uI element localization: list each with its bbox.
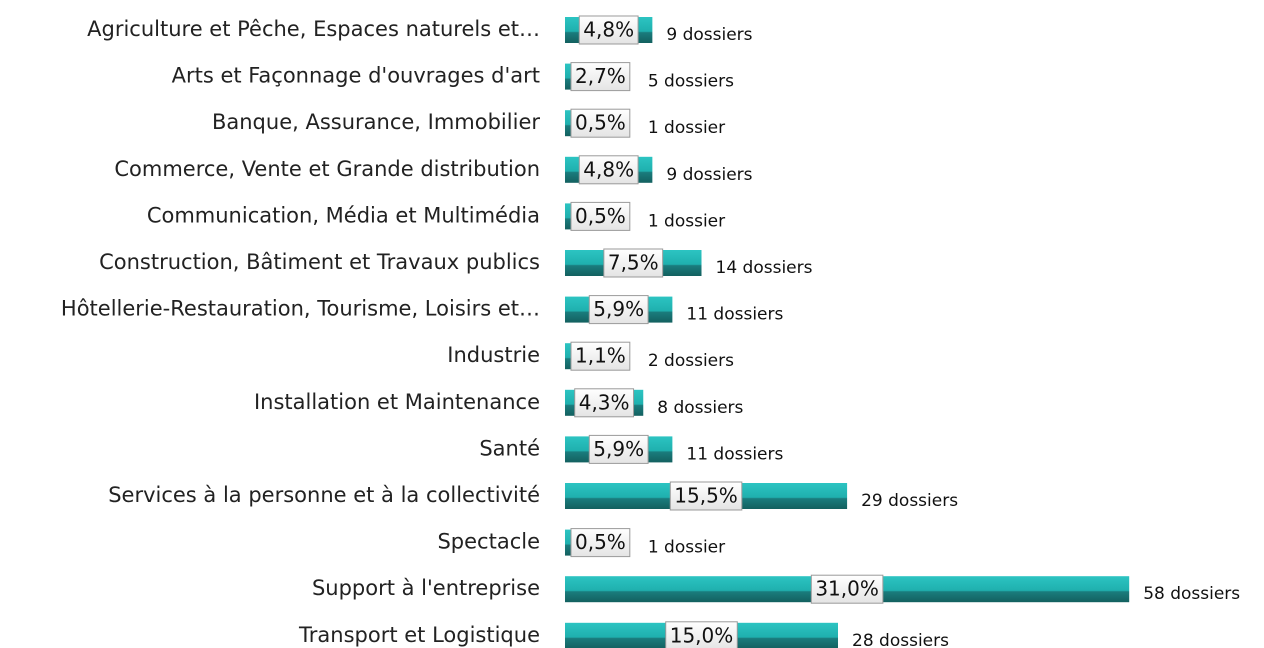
value-label: 2,7% bbox=[575, 64, 626, 88]
count-label: 29 dossiers bbox=[861, 491, 958, 511]
category-label: Commerce, Vente et Grande distribution bbox=[114, 157, 540, 181]
value-label-box bbox=[588, 434, 649, 464]
value-label: 0,5% bbox=[575, 204, 626, 228]
value-label-box bbox=[570, 341, 631, 371]
count-label: 1 dossier bbox=[648, 211, 725, 231]
value-label: 0,5% bbox=[575, 111, 626, 135]
value-label-box bbox=[669, 481, 743, 511]
value-label-box bbox=[665, 621, 738, 648]
value-label: 0,5% bbox=[575, 530, 626, 554]
category-label: Santé bbox=[479, 436, 540, 460]
bar bbox=[565, 203, 575, 230]
bar bbox=[565, 529, 575, 556]
value-label-box bbox=[574, 388, 635, 418]
value-label: 7,5% bbox=[608, 251, 659, 275]
value-label: 31,0% bbox=[815, 577, 879, 601]
count-label: 2 dossiers bbox=[648, 351, 734, 371]
value-label-box bbox=[570, 201, 631, 231]
count-label: 8 dossiers bbox=[657, 398, 743, 418]
count-label: 5 dossiers bbox=[648, 72, 734, 92]
count-label: 28 dossiers bbox=[852, 631, 949, 648]
value-label-box bbox=[570, 528, 631, 558]
value-label: 15,0% bbox=[670, 623, 734, 647]
count-label: 11 dossiers bbox=[686, 444, 783, 464]
category-label: Services à la personne et à la collectiv… bbox=[108, 483, 540, 507]
value-label-box bbox=[578, 15, 639, 45]
category-label: Installation et Maintenance bbox=[254, 390, 540, 414]
category-label: Communication, Média et Multimédia bbox=[147, 203, 540, 227]
value-label: 5,9% bbox=[593, 297, 644, 321]
category-label: Transport et Logistique bbox=[298, 623, 540, 647]
count-label: 9 dossiers bbox=[666, 165, 752, 185]
count-label: 58 dossiers bbox=[1143, 584, 1240, 604]
category-label: Construction, Bâtiment et Travaux public… bbox=[99, 250, 540, 274]
count-label: 1 dossier bbox=[648, 538, 725, 558]
category-label: Industrie bbox=[447, 343, 540, 367]
category-label: Banque, Assurance, Immobilier bbox=[212, 110, 540, 134]
category-label: Support à l'entreprise bbox=[312, 576, 540, 600]
value-label-box bbox=[578, 155, 639, 185]
value-label-box bbox=[603, 248, 664, 278]
bar bbox=[565, 110, 575, 137]
value-label-box bbox=[570, 108, 631, 138]
value-label: 5,9% bbox=[593, 437, 644, 461]
category-label: Hôtellerie-Restauration, Tourisme, Loisi… bbox=[61, 297, 540, 321]
count-label: 11 dossiers bbox=[686, 305, 783, 325]
value-label: 4,8% bbox=[583, 157, 634, 181]
value-label: 15,5% bbox=[674, 484, 738, 508]
value-label: 4,8% bbox=[583, 18, 634, 42]
value-label-box bbox=[810, 574, 884, 604]
count-label: 9 dossiers bbox=[666, 25, 752, 45]
category-label: Arts et Façonnage d'ouvrages d'art bbox=[172, 64, 540, 88]
count-label: 14 dossiers bbox=[716, 258, 813, 278]
value-label-box bbox=[588, 295, 649, 325]
value-label-box bbox=[570, 62, 631, 92]
value-label: 4,3% bbox=[579, 390, 630, 414]
category-label: Agriculture et Pêche, Espaces naturels e… bbox=[87, 17, 540, 41]
category-label: Spectacle bbox=[437, 530, 540, 554]
count-label: 1 dossier bbox=[648, 118, 725, 138]
value-label: 1,1% bbox=[575, 344, 626, 368]
